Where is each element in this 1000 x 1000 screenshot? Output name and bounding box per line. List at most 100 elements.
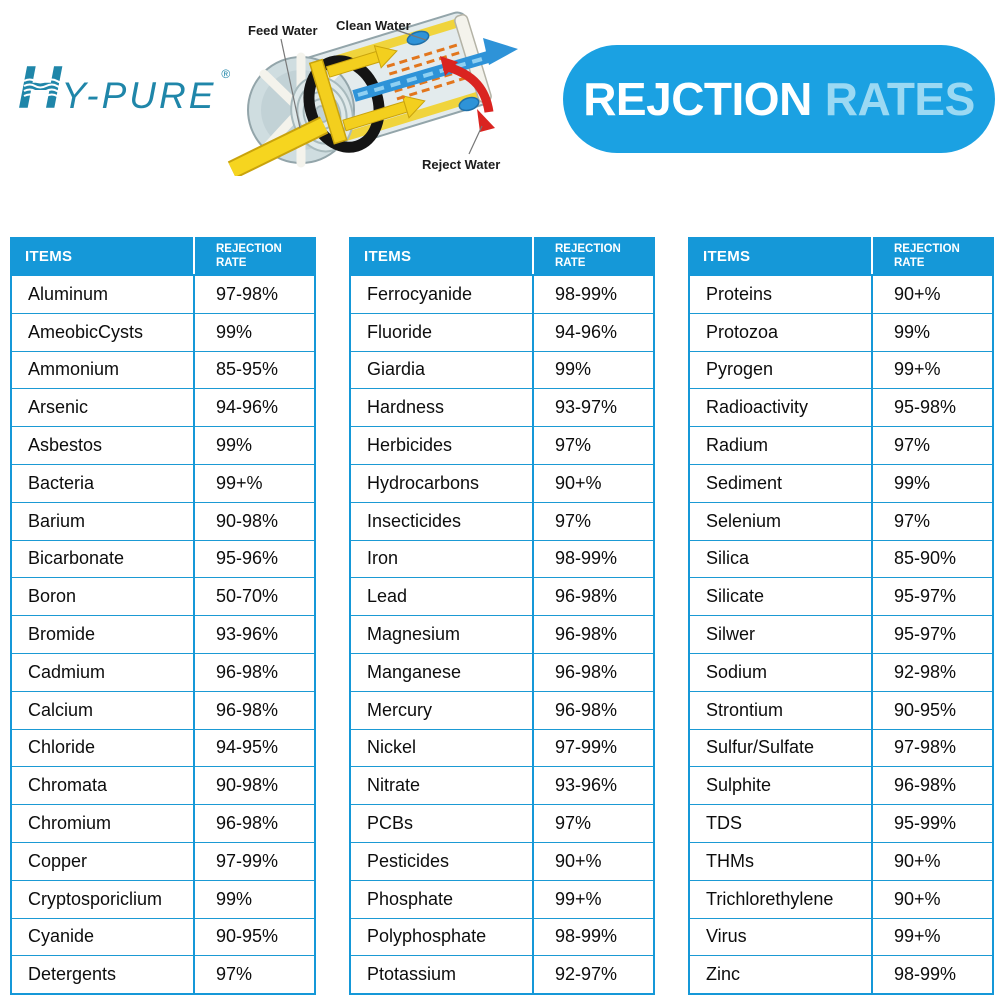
item-cell: Proteins [688, 274, 873, 314]
item-cell: Boron [10, 577, 195, 617]
rate-cell: 90+% [532, 463, 655, 503]
item-cell: Manganese [349, 652, 534, 692]
item-cell: Hardness [349, 388, 534, 428]
rate-cell: 97-98% [871, 728, 994, 768]
item-cell: Insecticides [349, 501, 534, 541]
rate-cell: 99% [193, 312, 316, 352]
item-cell: Detergents [10, 955, 195, 995]
table-row: Proteins 90+% [688, 274, 994, 314]
item-cell: Radium [688, 426, 873, 465]
item-cell: Pesticides [349, 841, 534, 881]
rate-cell: 90-98% [193, 501, 316, 541]
item-cell: AmeobicCysts [10, 312, 195, 352]
rate-cell: 95-96% [193, 539, 316, 579]
item-cell: Bacteria [10, 463, 195, 503]
banner-title-primary: REJCTION [583, 73, 812, 125]
table-row: Bromide 93-96% [10, 615, 316, 654]
table-row: Iron 98-99% [349, 539, 655, 579]
table-row: Strontium 90-95% [688, 690, 994, 730]
rate-cell: 99+% [532, 879, 655, 919]
table-row: Ptotassium 92-97% [349, 955, 655, 995]
table-row: Sulphite 96-98% [688, 766, 994, 806]
table-body: Ferrocyanide 98-99% Fluoride 94-96% Giardia 9… [349, 274, 655, 995]
rate-cell: 96-98% [532, 577, 655, 617]
feed-water-label: Feed Water [248, 23, 318, 38]
rate-cell: 90+% [532, 841, 655, 881]
item-cell: Aluminum [10, 274, 195, 314]
rate-cell: 97-99% [532, 728, 655, 768]
item-cell: THMs [688, 841, 873, 881]
table-row: PCBs 97% [349, 804, 655, 843]
table-row: Lead 96-98% [349, 577, 655, 617]
rate-cell: 94-95% [193, 728, 316, 768]
table-header-row: ITEMS REJECTION RATE [349, 237, 655, 276]
table-row: Radium 97% [688, 426, 994, 465]
table-row: Cryptosporiclium 99% [10, 879, 316, 919]
table-row: Phosphate 99+% [349, 879, 655, 919]
rejection-table-2: ITEMS REJECTION RATE Ferrocyanide 98-99% F… [349, 237, 655, 996]
item-cell: Sulphite [688, 766, 873, 806]
rate-cell: 96-98% [532, 690, 655, 730]
table-row: Asbestos 99% [10, 426, 316, 465]
rate-cell: 98-99% [532, 917, 655, 957]
rejection-rate-column-header: REJECTION RATE [532, 237, 655, 276]
item-cell: Fluoride [349, 312, 534, 352]
item-cell: Cadmium [10, 652, 195, 692]
rate-cell: 99% [871, 463, 994, 503]
rate-cell: 93-97% [532, 388, 655, 428]
rejection-table-3: ITEMS REJECTION RATE Proteins 90+% Protozo… [688, 237, 994, 996]
table-row: Chloride 94-95% [10, 728, 316, 768]
item-cell: Giardia [349, 350, 534, 390]
item-cell: Zinc [688, 955, 873, 995]
item-cell: Hydrocarbons [349, 463, 534, 503]
logo-wave-lines-icon [23, 78, 65, 99]
item-cell: Radioactivity [688, 388, 873, 428]
table-row: Protozoa 99% [688, 312, 994, 352]
rejection-rate-column-header: REJECTION RATE [871, 237, 994, 276]
table-row: Ferrocyanide 98-99% [349, 274, 655, 314]
rate-cell: 96-98% [871, 766, 994, 806]
rate-cell: 99+% [193, 463, 316, 503]
rate-cell: 93-96% [532, 766, 655, 806]
table-row: Virus 99+% [688, 917, 994, 957]
table-row: Radioactivity 95-98% [688, 388, 994, 428]
rate-cell: 90-95% [193, 917, 316, 957]
reject-water-arrow [442, 61, 494, 113]
item-cell: Arsenic [10, 388, 195, 428]
table-row: Detergents 97% [10, 955, 316, 995]
rate-cell: 95-97% [871, 615, 994, 654]
table-row: Barium 90-98% [10, 501, 316, 541]
rate-cell: 90+% [871, 841, 994, 881]
table-row: Zinc 98-99% [688, 955, 994, 995]
item-cell: Phosphate [349, 879, 534, 919]
table-row: Cadmium 96-98% [10, 652, 316, 692]
item-cell: Silicate [688, 577, 873, 617]
rate-cell: 85-95% [193, 350, 316, 390]
rate-cell: 93-96% [193, 615, 316, 654]
item-cell: Mercury [349, 690, 534, 730]
table-row: Nickel 97-99% [349, 728, 655, 768]
item-cell: Strontium [688, 690, 873, 730]
table-row: Manganese 96-98% [349, 652, 655, 692]
table-row: Bicarbonate 95-96% [10, 539, 316, 579]
banner-title-secondary: RATES [824, 73, 976, 125]
rejection-table-1: ITEMS REJECTION RATE Aluminum 97-98% Ameob… [10, 237, 316, 996]
rate-cell: 99% [193, 879, 316, 919]
rate-cell: 95-99% [871, 804, 994, 843]
rate-cell: 96-98% [193, 652, 316, 692]
item-cell: Ptotassium [349, 955, 534, 995]
rate-cell: 92-98% [871, 652, 994, 692]
item-cell: Nickel [349, 728, 534, 768]
item-cell: Selenium [688, 501, 873, 541]
rate-cell: 98-99% [532, 539, 655, 579]
table-header-row: ITEMS REJECTION RATE [688, 237, 994, 276]
rate-cell: 96-98% [193, 804, 316, 843]
rate-cell: 98-99% [532, 274, 655, 314]
table-row: Calcium 96-98% [10, 690, 316, 730]
rate-cell: 97-99% [193, 841, 316, 881]
item-cell: Silwer [688, 615, 873, 654]
logo-wordmark: Y-PURE [61, 75, 217, 116]
item-cell: PCBs [349, 804, 534, 843]
item-cell: Virus [688, 917, 873, 957]
item-cell: Sulfur/Sulfate [688, 728, 873, 768]
